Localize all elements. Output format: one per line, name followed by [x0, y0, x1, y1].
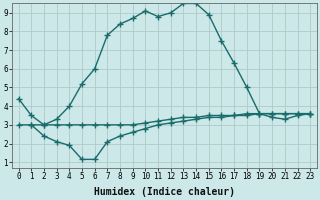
- X-axis label: Humidex (Indice chaleur): Humidex (Indice chaleur): [94, 186, 235, 197]
